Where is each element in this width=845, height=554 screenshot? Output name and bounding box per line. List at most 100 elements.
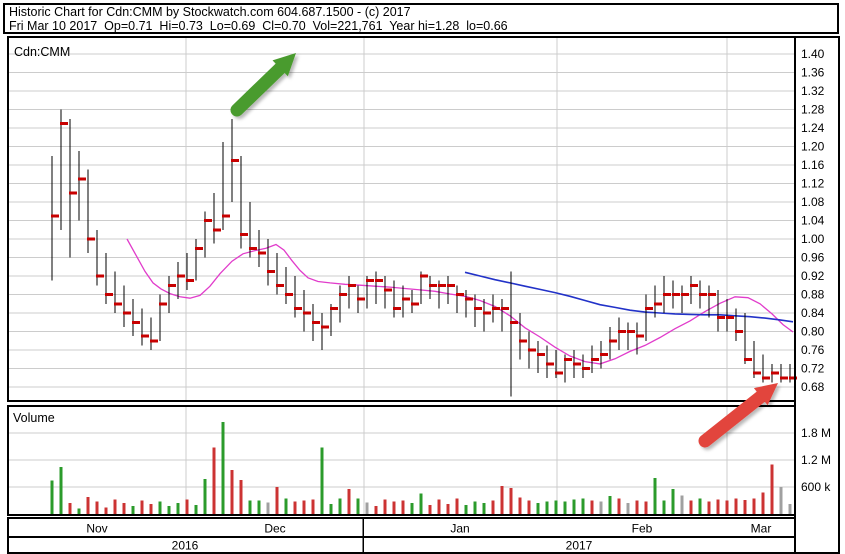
volume-bar bbox=[284, 498, 288, 514]
close-tick bbox=[609, 339, 617, 343]
volume-bar bbox=[248, 500, 252, 514]
price-axis-label: 1.20 bbox=[801, 140, 825, 154]
close-tick bbox=[519, 339, 527, 343]
close-tick bbox=[204, 219, 212, 222]
close-tick bbox=[285, 293, 293, 296]
close-tick bbox=[456, 293, 464, 296]
header-box bbox=[3, 3, 839, 34]
volume-bar bbox=[644, 501, 648, 514]
close-tick bbox=[258, 251, 266, 255]
volume-bar bbox=[554, 500, 558, 514]
price-axis-label: 0.80 bbox=[801, 325, 825, 339]
close-tick bbox=[384, 288, 392, 292]
volume-panel-label: Volume bbox=[13, 411, 55, 425]
volume-bar bbox=[680, 495, 684, 514]
volume-bar bbox=[401, 500, 405, 514]
volume-bar bbox=[788, 504, 792, 514]
close-tick bbox=[195, 246, 203, 250]
volume-bar bbox=[500, 486, 504, 514]
red-up-arrow-head bbox=[753, 383, 778, 406]
volume-bar bbox=[167, 505, 171, 514]
month-label: Jan bbox=[450, 522, 469, 536]
volume-bar bbox=[50, 480, 54, 514]
symbol-label: Cdn:CMM bbox=[14, 45, 71, 59]
price-axis-label: 1.36 bbox=[801, 66, 825, 80]
close-tick bbox=[330, 306, 338, 310]
price-axis-label: 1.12 bbox=[801, 177, 825, 191]
price-axis-label: 0.96 bbox=[801, 251, 825, 265]
year-label: 2017 bbox=[566, 539, 593, 553]
close-tick bbox=[447, 283, 455, 287]
volume-bar bbox=[446, 504, 450, 514]
close-tick bbox=[366, 279, 374, 283]
close-tick bbox=[636, 334, 644, 338]
volume-bar bbox=[599, 501, 603, 514]
close-tick bbox=[231, 158, 239, 162]
month-label: Feb bbox=[632, 522, 653, 536]
volume-bar bbox=[626, 502, 630, 514]
volume-bar bbox=[266, 502, 270, 514]
close-tick bbox=[141, 334, 149, 338]
volume-bar bbox=[275, 487, 279, 514]
volume-bar bbox=[338, 498, 342, 514]
close-tick bbox=[249, 246, 257, 250]
volume-bar bbox=[608, 496, 612, 514]
close-tick bbox=[132, 320, 140, 324]
price-axis-label: 1.28 bbox=[801, 103, 825, 117]
volume-bar bbox=[95, 501, 99, 514]
price-axis-label: 1.24 bbox=[801, 121, 825, 135]
right-label-column-border bbox=[794, 36, 840, 554]
volume-bar bbox=[140, 500, 144, 514]
volume-bar bbox=[590, 500, 594, 514]
volume-bar bbox=[752, 498, 756, 514]
price-axis-label: 1.16 bbox=[801, 158, 825, 172]
volume-bar bbox=[671, 488, 675, 514]
close-tick bbox=[591, 357, 599, 361]
close-tick bbox=[60, 121, 68, 125]
close-tick bbox=[276, 283, 284, 287]
year-axis-border bbox=[7, 536, 796, 554]
close-tick bbox=[762, 376, 770, 380]
close-tick bbox=[87, 237, 95, 241]
close-tick bbox=[123, 311, 131, 315]
close-tick bbox=[213, 228, 221, 232]
close-tick bbox=[105, 293, 113, 296]
close-tick bbox=[267, 269, 275, 273]
volume-bar bbox=[527, 500, 531, 514]
volume-bar bbox=[68, 502, 72, 514]
close-tick bbox=[627, 330, 635, 333]
close-tick bbox=[780, 376, 788, 380]
close-tick bbox=[510, 320, 518, 324]
volume-bar bbox=[743, 500, 747, 514]
close-tick bbox=[69, 191, 77, 195]
close-tick bbox=[672, 293, 680, 296]
close-tick bbox=[753, 371, 761, 375]
volume-bar bbox=[329, 504, 333, 514]
close-tick bbox=[492, 306, 500, 310]
volume-bar bbox=[419, 493, 423, 514]
volume-bar bbox=[374, 505, 378, 514]
volume-bar bbox=[104, 507, 108, 514]
close-tick bbox=[717, 316, 725, 320]
volume-bar bbox=[239, 479, 243, 514]
close-tick bbox=[339, 293, 347, 296]
green-up-arrow-head bbox=[272, 53, 296, 77]
volume-bar bbox=[455, 498, 459, 514]
close-tick bbox=[411, 302, 419, 306]
close-tick bbox=[789, 376, 797, 380]
volume-bar bbox=[347, 488, 351, 514]
close-tick bbox=[51, 214, 59, 218]
volume-bar bbox=[158, 501, 162, 514]
volume-bar bbox=[545, 501, 549, 514]
red-up-arrow-shaft bbox=[698, 387, 771, 448]
close-tick bbox=[726, 316, 734, 320]
close-tick bbox=[420, 274, 428, 278]
close-tick bbox=[168, 283, 176, 287]
close-tick bbox=[303, 311, 311, 315]
volume-bar bbox=[356, 498, 360, 514]
volume-bar bbox=[707, 501, 711, 514]
close-tick bbox=[573, 362, 581, 366]
close-tick bbox=[375, 279, 383, 283]
volume-bar bbox=[779, 487, 783, 514]
